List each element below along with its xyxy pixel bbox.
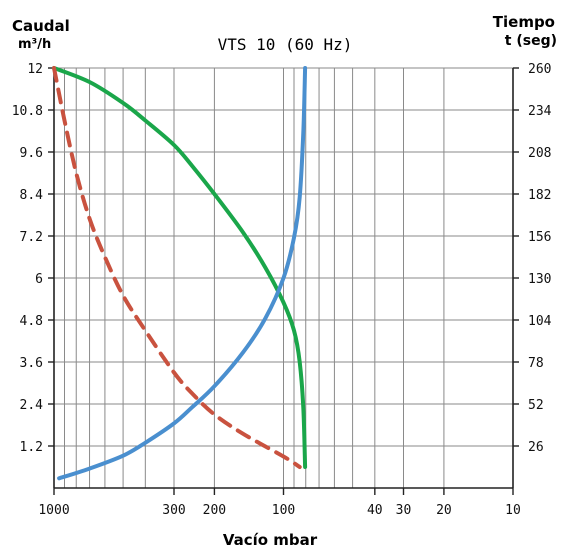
left-tick-label: 6: [35, 272, 43, 287]
x-axis-title: Vacío mbar: [223, 531, 318, 549]
right-tick-label: 78: [528, 356, 544, 371]
right-tick-label: 234: [528, 104, 552, 119]
left-axis-title: Caudal: [12, 17, 70, 35]
grid-lines: [54, 67, 513, 488]
right-tick-label: 104: [528, 314, 552, 329]
chart-title: VTS 10 (60 Hz): [218, 35, 353, 54]
right-tick-label: 156: [528, 230, 551, 245]
left-axis-unit: m³/h: [18, 37, 51, 52]
right-tick-label: 130: [528, 272, 551, 287]
right-axis-unit: t (seg): [505, 33, 557, 49]
right-axis-title: Tiempo: [493, 13, 555, 31]
bottom-tick-label: 40: [367, 503, 383, 518]
bottom-tick-label: 1000: [38, 503, 69, 518]
right-tick-label: 208: [528, 146, 551, 161]
left-tick-label: 10.8: [12, 104, 43, 119]
series-line-blue: [57, 66, 308, 481]
axes: [48, 67, 519, 495]
bottom-tick-label: 30: [396, 503, 412, 518]
left-tick-label: 7.2: [20, 230, 43, 245]
left-tick-label: 1.2: [20, 440, 43, 455]
bottom-tick-label: 10: [505, 503, 521, 518]
right-tick-label: 52: [528, 398, 544, 413]
left-tick-label: 4.8: [20, 314, 43, 329]
series-lines: [52, 66, 308, 481]
tick-labels: 1.2 2.4 3.6 4.8 6 7.2 8.4 9.6 10.8 12 26 52 78 104 130…: [12, 62, 552, 518]
bottom-tick-label: 300: [162, 503, 185, 518]
left-tick-label: 8.4: [20, 188, 44, 203]
right-tick-label: 260: [528, 62, 551, 77]
left-tick-label: 9.6: [20, 146, 43, 161]
left-tick-label: 2.4: [20, 398, 44, 413]
left-tick-label: 12: [27, 62, 43, 77]
bottom-tick-label: 100: [272, 503, 295, 518]
series-line-red-dashed: [52, 66, 302, 469]
bottom-tick-label: 200: [203, 503, 226, 518]
series-line-green: [52, 66, 308, 469]
right-tick-label: 26: [528, 440, 544, 455]
right-tick-label: 182: [528, 188, 551, 203]
left-tick-label: 3.6: [20, 356, 43, 371]
bottom-tick-label: 20: [436, 503, 452, 518]
